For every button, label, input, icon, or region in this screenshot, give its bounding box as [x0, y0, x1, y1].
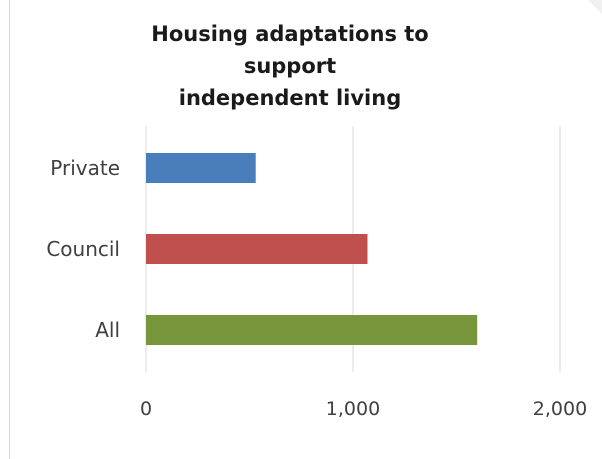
category-label-all: All [95, 318, 120, 342]
chart-title: Housing adaptations to support independe… [120, 18, 460, 114]
category-label-council: Council [46, 237, 120, 261]
bar-private [146, 153, 256, 183]
bar-all [146, 315, 478, 345]
chart-title-line-2: independent living [178, 86, 402, 110]
category-label-private: Private [50, 156, 120, 180]
x-tick-label-2: 2,000 [533, 398, 587, 420]
corner-mark [588, 0, 602, 14]
bar-council [146, 234, 368, 264]
chart-frame [9, 0, 595, 459]
chart-title-line-1: Housing adaptations to support [151, 22, 429, 78]
x-tick-label-0: 0 [140, 398, 152, 420]
x-tick-label-1: 1,000 [326, 398, 380, 420]
